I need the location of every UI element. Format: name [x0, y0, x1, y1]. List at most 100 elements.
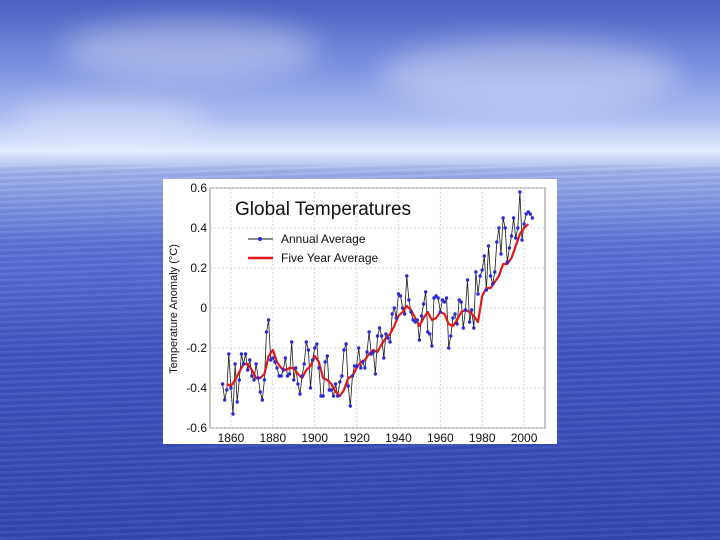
annual-average-point [407, 298, 411, 302]
annual-average-point [522, 222, 526, 226]
annual-average-point [241, 362, 246, 366]
legend-five-year-label: Five Year Average [281, 251, 379, 265]
annual-average-point [300, 374, 304, 378]
annual-average-point [233, 362, 237, 366]
annual-average-point [308, 386, 313, 390]
annual-average-point [306, 348, 311, 352]
annual-average-point [315, 342, 319, 346]
annual-average-point [359, 366, 363, 370]
annual-average-point [528, 212, 532, 216]
annual-average-point [346, 384, 350, 388]
annual-average-point [304, 340, 308, 344]
annual-average-point [325, 354, 329, 358]
annual-average-point [421, 302, 426, 306]
annual-average-point [313, 346, 317, 350]
y-tick-label: -0.6 [186, 421, 207, 435]
annual-average-point [449, 334, 453, 338]
annual-average-point [290, 340, 294, 344]
annual-average-point [373, 372, 378, 376]
annual-average-point [287, 372, 292, 376]
annual-average-point [442, 300, 447, 304]
annual-average-point [302, 362, 306, 366]
annual-average-point [281, 368, 285, 372]
annual-average-point [451, 316, 455, 320]
annual-average-point [419, 314, 424, 318]
annual-average-point [453, 312, 457, 316]
annual-average-point [493, 270, 497, 274]
annual-average-point [231, 412, 235, 416]
annual-average-point [380, 334, 384, 338]
annual-average-point [344, 342, 348, 346]
annual-average-point [266, 318, 271, 322]
annual-average-point [478, 274, 482, 278]
annual-average-point [484, 288, 489, 292]
annual-average-point [294, 366, 298, 370]
y-tick-label: 0.4 [190, 221, 207, 235]
x-tick-label: 2000 [511, 431, 538, 444]
cloud [60, 20, 320, 80]
annual-average-point [459, 300, 463, 304]
plot-area [209, 187, 546, 429]
x-tick-label: 1860 [218, 431, 245, 444]
chart-frame: 1860 1880 1900 1920 1940 1960 1980 2000 0.6 0.4 0.… [163, 179, 557, 444]
annual-average-point [430, 344, 434, 348]
annual-average-point [405, 274, 409, 278]
annual-average-point [248, 358, 252, 362]
x-tick-label: 1980 [469, 431, 496, 444]
annual-average-point [417, 338, 422, 342]
annual-average-point [382, 356, 386, 360]
y-tick-label: 0.2 [190, 261, 207, 275]
annual-average-point [509, 234, 514, 238]
annual-average-point [486, 244, 491, 248]
annual-average-point [415, 318, 419, 322]
annual-average-point [495, 240, 499, 244]
annual-average-point [229, 386, 233, 390]
annual-average-point [350, 374, 355, 378]
annual-average-point [436, 296, 440, 300]
annual-average-point [296, 382, 300, 386]
y-tick-label: 0.6 [190, 181, 207, 195]
annual-average-point [444, 296, 449, 300]
annual-average-point [256, 376, 260, 380]
annual-average-point [298, 392, 302, 396]
annual-average-point [250, 374, 254, 378]
annual-average-point [273, 360, 277, 364]
annual-average-point [505, 260, 509, 264]
annual-average-point [220, 382, 225, 386]
annual-average-point [465, 278, 470, 282]
annual-average-point [279, 374, 283, 378]
annual-average-point [461, 326, 465, 330]
annual-average-point [520, 238, 524, 242]
axis-ticks: 1860 1880 1900 1920 1940 1960 1980 2000 0.6 0.4 0.… [186, 181, 537, 444]
annual-average-point [283, 356, 288, 360]
series [220, 190, 535, 416]
x-tick-label: 1900 [301, 431, 328, 444]
annual-average-point [331, 394, 336, 398]
annual-average-point [371, 350, 375, 354]
y-tick-label: -0.2 [186, 341, 207, 355]
annual-average-point [480, 268, 484, 272]
annual-average-point [237, 378, 241, 382]
five-year-average-line [226, 223, 530, 398]
annual-average-point [262, 378, 267, 382]
annual-average-point [476, 292, 480, 296]
annual-average-point [447, 346, 451, 350]
annual-average-point [340, 374, 344, 378]
x-tick-label: 1920 [343, 431, 370, 444]
annual-average-point [455, 322, 459, 326]
annual-average-point [365, 350, 369, 354]
annual-average-point [394, 316, 398, 320]
annual-average-point [317, 366, 321, 370]
x-tick-label: 1880 [259, 431, 286, 444]
annual-average-point [246, 368, 250, 372]
annual-average-point [507, 246, 512, 250]
annual-average-point [264, 330, 269, 334]
chart-title: Global Temperatures [235, 199, 411, 220]
legend: Annual Average Five Year Average [248, 232, 379, 265]
annual-average-point [514, 236, 518, 240]
annual-average-point [438, 310, 442, 314]
annual-average-point [398, 294, 403, 298]
annual-average-point [390, 312, 394, 316]
annual-average-point [271, 356, 275, 360]
annual-average-point [409, 310, 413, 314]
